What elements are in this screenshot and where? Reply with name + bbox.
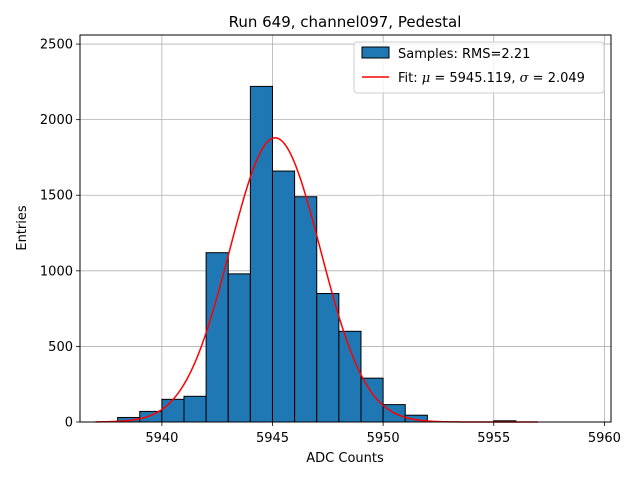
- x-axis-label: ADC Counts: [306, 451, 384, 466]
- x-tick-label: 5945: [256, 431, 289, 446]
- histogram-bar: [205, 252, 229, 423]
- y-tick-label: 0: [65, 416, 73, 431]
- legend-histogram-swatch: [361, 46, 390, 59]
- histogram-bar: [338, 330, 362, 423]
- legend-histogram-label: Samples: RMS=2.21: [398, 47, 530, 62]
- histogram-bar: [139, 410, 163, 423]
- plot-frame: [79, 34, 612, 423]
- x-axis-ticks: 5940 5945 5950 5955 5960: [145, 422, 621, 446]
- histogram-bar: [294, 196, 318, 423]
- histogram-bar: [316, 293, 340, 423]
- x-tick-label: 5955: [477, 431, 510, 446]
- y-axis-label: Entries: [15, 205, 30, 251]
- y-tick-label: 1000: [40, 264, 73, 279]
- histogram-bar: [227, 273, 251, 423]
- histogram-bar: [183, 395, 207, 423]
- x-tick-label: 5950: [367, 431, 400, 446]
- y-tick-label: 1500: [40, 189, 73, 204]
- histogram-bar: [249, 85, 273, 423]
- x-tick-label: 5960: [588, 431, 621, 446]
- y-tick-label: 2500: [40, 38, 73, 53]
- legend: Samples: RMS=2.21 Fit: μ = 5945.119, σ =…: [353, 41, 605, 94]
- chart-title: Run 649, channel097, Pedestal: [229, 13, 462, 31]
- histogram-bar: [161, 398, 185, 423]
- histogram-bar: [360, 377, 384, 423]
- y-tick-label: 2000: [40, 113, 73, 128]
- legend-fit-label: Fit: μ = 5945.119, σ = 2.049: [398, 71, 585, 86]
- histogram-bars: [117, 85, 517, 423]
- x-tick-label: 5940: [145, 431, 178, 446]
- y-tick-label: 500: [48, 340, 73, 355]
- y-axis-ticks: 0 500 1000 1500 2000 2500: [40, 38, 80, 431]
- histogram-bar: [271, 170, 296, 423]
- legend-box: [353, 41, 605, 94]
